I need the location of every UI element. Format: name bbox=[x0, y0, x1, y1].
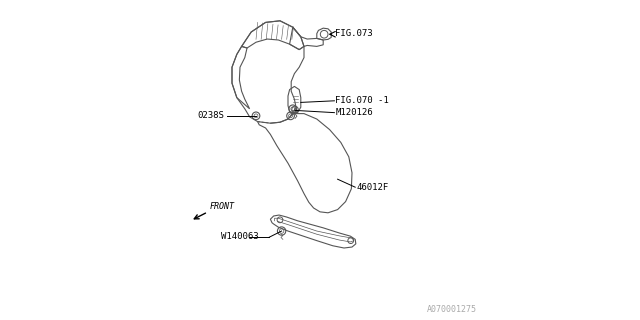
Text: 46012F: 46012F bbox=[356, 183, 388, 192]
Text: FIG.073: FIG.073 bbox=[335, 29, 373, 38]
Text: M120126: M120126 bbox=[335, 108, 373, 116]
Text: FIG.070 -1: FIG.070 -1 bbox=[335, 96, 389, 105]
Text: 0238S: 0238S bbox=[198, 111, 225, 120]
Text: A070001275: A070001275 bbox=[427, 305, 477, 314]
Text: FRONT: FRONT bbox=[210, 202, 235, 211]
Text: W140063: W140063 bbox=[221, 232, 259, 241]
